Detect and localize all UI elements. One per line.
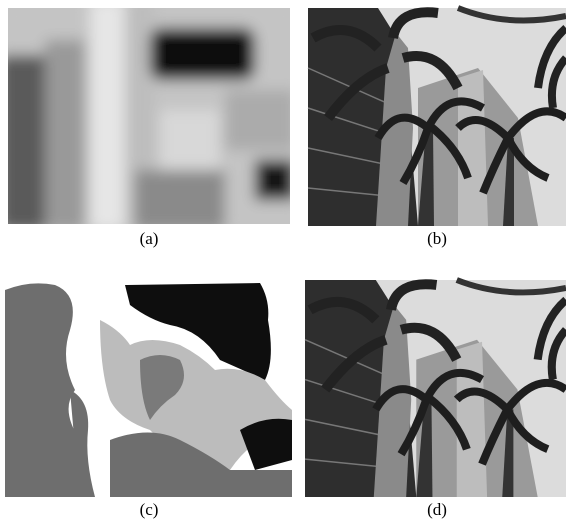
panel-c-image	[5, 280, 292, 497]
panel-caption: (b)	[427, 229, 447, 248]
panel-caption: (c)	[140, 500, 159, 519]
panel-d-image	[305, 280, 566, 497]
panel-caption: (a)	[140, 229, 159, 248]
panel-a-image	[0, 0, 300, 230]
figure: (a) (b) (c) (d)	[0, 0, 566, 521]
panel-b-image	[308, 8, 566, 226]
panel-caption: (d)	[427, 500, 447, 519]
